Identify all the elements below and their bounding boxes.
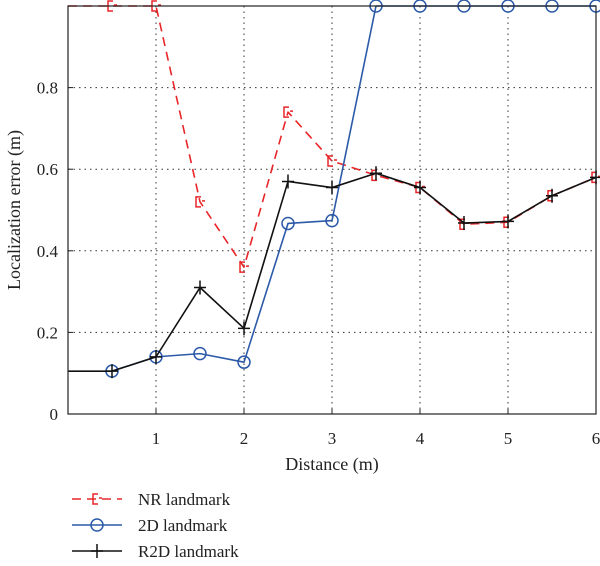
data-point [92,493,102,505]
y-tick-label: 0 [50,405,59,424]
legend-item: NR landmark [72,490,231,509]
data-point [325,213,339,228]
legend-item: R2D landmark [72,542,239,561]
series-1 [105,0,600,378]
data-point [194,280,206,295]
x-axis-label: Distance (m) [285,454,378,475]
data-point [327,155,337,167]
data-point [546,188,558,203]
data-point [90,518,104,532]
y-tick-label: 0.2 [37,323,58,342]
data-point [326,180,338,195]
data-point [370,166,382,181]
data-point [150,349,162,364]
data-point [281,216,295,231]
series-line [68,172,597,372]
data-point [458,216,470,231]
series-2 [68,166,600,379]
x-tick-label: 2 [240,429,249,448]
data-point [238,321,250,336]
data-point [91,544,103,558]
series-0 [68,0,600,273]
x-tick-label: 4 [416,429,425,448]
x-tick-label: 3 [328,429,337,448]
data-point [237,355,251,369]
data-point [414,180,426,195]
y-tick-label: 0.8 [37,79,58,98]
series-line [111,5,596,372]
data-point [282,174,294,189]
y-tick-label: 0.4 [37,242,59,261]
legend-label: NR landmark [138,490,231,509]
data-point [106,364,118,379]
legend-label: 2D landmark [138,516,228,535]
y-tick-label: 0.6 [37,160,58,179]
data-point [193,346,207,361]
legend-item: 2D landmark [72,516,228,535]
x-tick-label: 5 [504,429,513,448]
x-tick-label: 1 [152,429,161,448]
legend-label: R2D landmark [138,542,239,561]
series-layer [68,0,600,379]
data-point [283,106,293,118]
legend: NR landmark 2D landmark R2D landmark [72,490,239,561]
grid [68,6,596,414]
axis-ticks: 1 2 3 4 5 6 0 0.2 0.4 0.6 0.8 [37,79,600,448]
x-tick-label: 6 [592,429,600,448]
data-point [195,196,205,208]
y-axis-label: Localization error (m) [4,130,25,290]
data-point [239,261,249,273]
data-point [502,214,514,229]
